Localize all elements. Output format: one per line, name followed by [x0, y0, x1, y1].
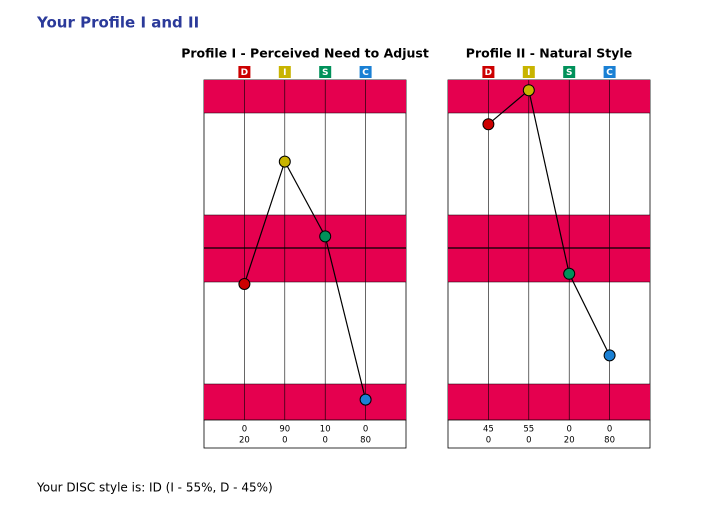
data-point: [278, 155, 291, 168]
category-label: I: [527, 68, 530, 78]
data-point: [603, 349, 616, 362]
table-value: 90: [279, 425, 290, 435]
profile-line: [488, 89, 611, 356]
category-label: D: [485, 68, 492, 78]
table-value: 10: [320, 425, 331, 435]
category-badge: [278, 66, 291, 78]
chart-title: Profile I - Perceived Need to Adjust: [181, 46, 429, 61]
data-point: [319, 230, 332, 243]
category-label: S: [566, 68, 572, 78]
data-point: [522, 84, 535, 97]
page-title: Your Profile I and II: [36, 14, 199, 32]
table-value: 0: [486, 436, 491, 446]
data-point: [238, 278, 251, 290]
category-badge: [522, 66, 535, 78]
table-value: 80: [360, 436, 371, 446]
category-badge: [238, 66, 251, 78]
profile-line: [243, 160, 367, 400]
data-point: [563, 267, 576, 280]
data-point: [482, 118, 495, 131]
table-value: 45: [483, 425, 494, 435]
category-label: C: [606, 68, 613, 78]
category-label: C: [362, 68, 369, 78]
data-point: [359, 393, 372, 406]
table-value: 55: [523, 425, 534, 435]
table-value: 0: [363, 425, 368, 435]
band: [204, 80, 406, 113]
category-badge: [563, 66, 576, 78]
category-label: D: [241, 68, 248, 78]
category-badge: [482, 66, 495, 78]
table-value: 0: [526, 436, 531, 446]
chart-title: Profile II - Natural Style: [466, 46, 632, 61]
category-label: S: [322, 68, 328, 78]
table-value: 0: [282, 436, 287, 446]
table-value: 20: [239, 436, 250, 446]
band: [448, 80, 650, 113]
category-badge: [603, 66, 616, 78]
disc-style: Your DISC style is: ID (I - 55%, D - 45%…: [36, 481, 273, 495]
category-badge: [319, 66, 332, 78]
band: [204, 384, 406, 420]
table-value: 0: [242, 425, 247, 435]
table-value: 0: [607, 425, 612, 435]
table-box: [203, 419, 407, 449]
category-badge: [359, 66, 372, 78]
band: [448, 384, 650, 420]
table-value: 0: [322, 436, 327, 446]
table-value: 20: [564, 436, 575, 446]
table-value: 0: [566, 425, 571, 435]
table-box: [447, 419, 651, 449]
table-value: 80: [604, 436, 615, 446]
category-label: I: [283, 68, 286, 78]
